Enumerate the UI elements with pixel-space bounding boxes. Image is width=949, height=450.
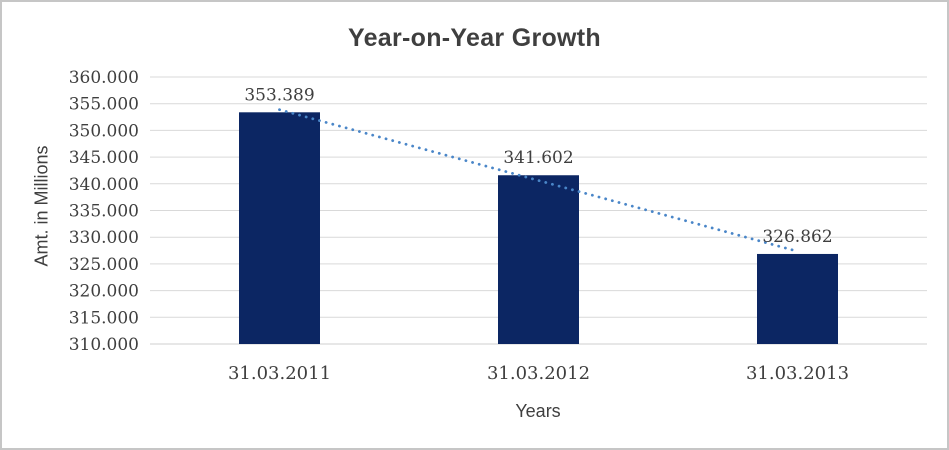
data-label: 353.389	[244, 85, 314, 105]
y-tick-label: 355.000	[69, 95, 139, 115]
y-tick-label: 350.000	[69, 121, 139, 141]
y-tick-label: 310.000	[69, 335, 139, 355]
x-tick-label: 31.03.2013	[746, 363, 849, 384]
x-tick-label: 31.03.2012	[487, 363, 590, 384]
y-tick-label: 325.000	[69, 255, 139, 275]
y-tick-label: 345.000	[69, 148, 139, 168]
y-tick-label: 330.000	[69, 228, 139, 248]
y-tick-label: 315.000	[69, 308, 139, 328]
bar	[498, 175, 579, 344]
y-tick-label: 335.000	[69, 202, 139, 222]
bar	[757, 253, 838, 344]
x-axis-title: Years	[515, 401, 561, 421]
labels-group: 310.000 315.000 320.000 325.000 330.000 335.0…	[69, 68, 849, 384]
bar	[239, 112, 320, 345]
x-tick-label: 31.03.2011	[228, 363, 331, 384]
bars-group	[239, 112, 838, 345]
y-tick-label: 360.000	[69, 68, 139, 88]
data-label: 341.602	[503, 148, 573, 168]
trendline-group	[278, 108, 799, 253]
y-tick-label: 340.000	[69, 175, 139, 195]
y-tick-label: 320.000	[69, 282, 139, 302]
chart-title: Year-on-Year Growth	[348, 24, 601, 52]
trendline	[278, 108, 799, 253]
data-label: 326.862	[762, 227, 832, 247]
